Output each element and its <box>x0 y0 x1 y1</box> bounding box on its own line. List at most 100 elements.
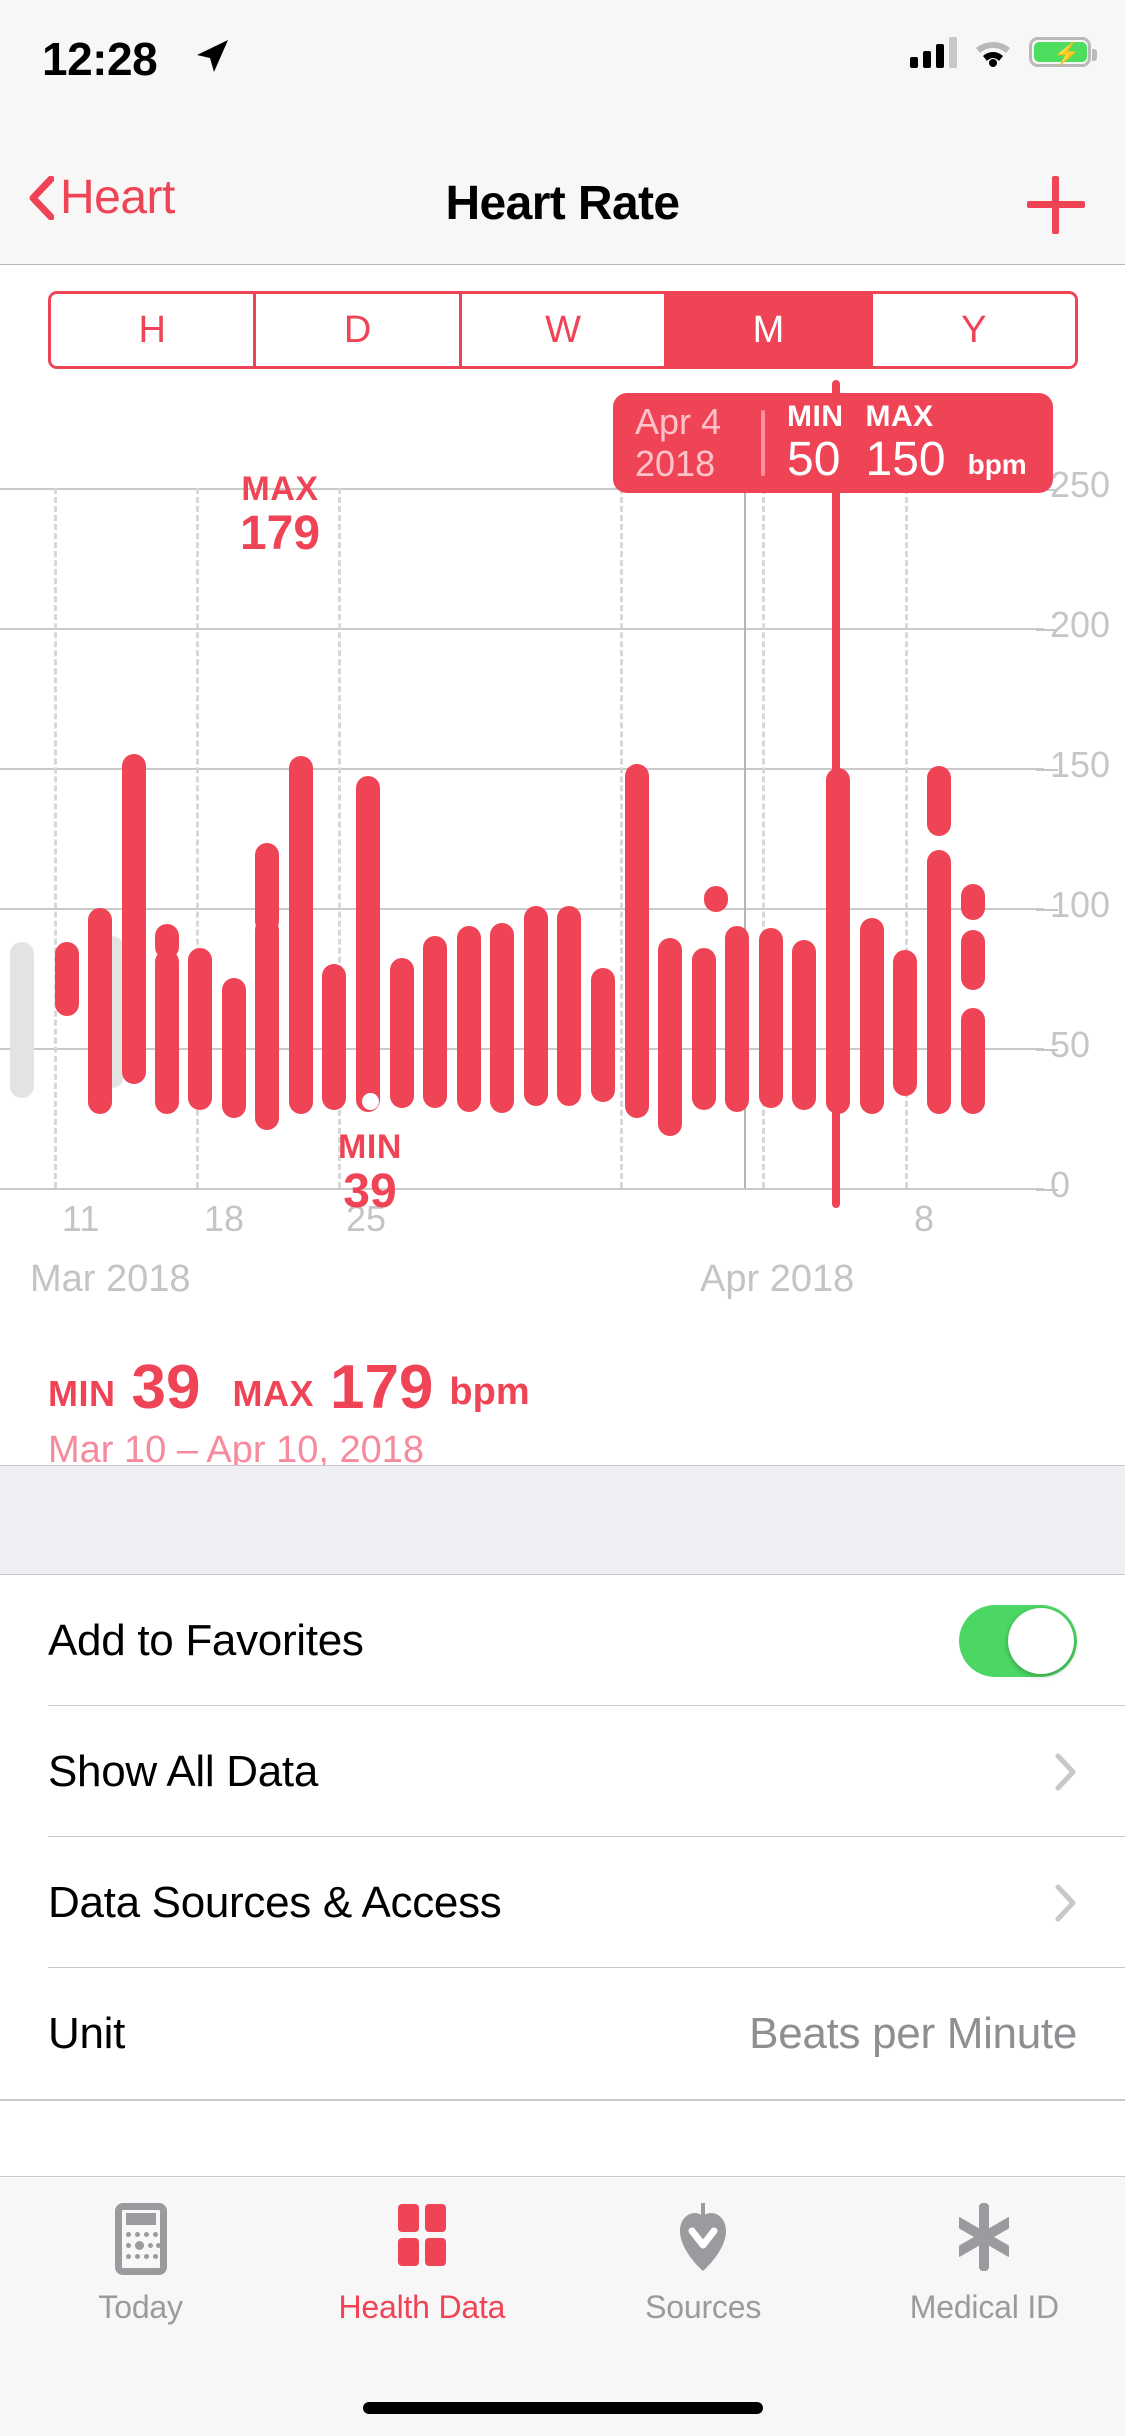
bar-mar-26 <box>524 906 548 1106</box>
tab-medical-id[interactable]: Medical ID <box>844 2177 1125 2347</box>
favorites-toggle[interactable] <box>959 1604 1077 1677</box>
location-arrow-icon <box>197 40 228 72</box>
gridline-mar-11 <box>54 488 57 1188</box>
summary-max-value: 179 <box>329 1353 434 1422</box>
x-tick-8: 8 <box>914 1198 935 1239</box>
tab-label-sources: Sources <box>645 2289 762 2325</box>
plus-icon[interactable] <box>1027 176 1085 234</box>
y-tick-200: 200 <box>1050 604 1111 645</box>
chart-x-axis: 11 18 25 8 <box>0 1198 1125 1258</box>
x-month-apr: Apr 2018 <box>700 1258 855 1300</box>
chart-plot-area[interactable]: MAX 179 MIN 39 <box>0 380 1125 1218</box>
tooltip-min-label: MIN <box>787 400 844 433</box>
gridline-mar-25 <box>338 488 341 1188</box>
x-tick-25: 25 <box>346 1198 387 1239</box>
max-annotation: MAX 179 <box>200 470 360 560</box>
segment-hour[interactable]: H <box>51 294 257 366</box>
x-tick-18: 18 <box>204 1198 245 1239</box>
summary-min-value: 39 <box>131 1353 201 1422</box>
bar-apr-8 <box>961 1008 985 1114</box>
status-bar: 12:28 ⚡ <box>0 0 1125 132</box>
segment-month[interactable]: M <box>667 294 873 366</box>
bar-mar-20 <box>322 964 346 1110</box>
chevron-right-icon <box>1055 1753 1076 1790</box>
calculator-icon <box>104 2199 178 2277</box>
chart-summary-values: MIN 39 MAX 179 bpm <box>48 1355 530 1421</box>
gridline-0 <box>0 1188 1044 1190</box>
bar-mar-30 <box>658 938 682 1136</box>
gridline-150 <box>0 768 1044 770</box>
month-divider-apr <box>744 488 746 1188</box>
bar-mar-12 <box>55 942 79 1016</box>
bar-apr-8-dot <box>961 884 985 920</box>
bar-apr-5 <box>860 918 884 1114</box>
bar-mar-19 <box>289 756 313 1114</box>
tab-label-today: Today <box>98 2289 183 2325</box>
chevron-left-icon <box>29 175 54 220</box>
chart-grid: MAX 179 MIN 39 <box>0 380 1044 1218</box>
selection-tooltip: Apr 4 2018 MIN 50 MAX 150 bpm <box>613 393 1053 493</box>
bar-apr-6 <box>893 950 917 1096</box>
time-range-segmented-control[interactable]: H D W M Y <box>48 291 1078 369</box>
summary-date-range: Mar 10 – Apr 10, 2018 <box>48 1429 425 1471</box>
list-bottom-separator <box>0 2099 1125 2101</box>
segment-year[interactable]: Y <box>872 294 1075 366</box>
bar-apr-7-upper <box>927 766 951 836</box>
tab-health-data[interactable]: Health Data <box>281 2177 562 2347</box>
section-gap <box>0 1465 1125 1575</box>
min-marker-dot <box>362 1093 379 1110</box>
bar-mar-14 <box>122 754 146 1084</box>
tab-label-health-data: Health Data <box>338 2289 506 2325</box>
bar-mar-27 <box>557 906 581 1106</box>
max-annotation-value: 179 <box>239 507 321 560</box>
row-show-all-data[interactable]: Show All Data <box>0 1706 1125 1837</box>
cellular-signal-icon <box>910 36 957 68</box>
gridline-200 <box>0 628 1044 630</box>
row-label-data-sources-access: Data Sources & Access <box>48 1877 502 1927</box>
chart-x-months: Mar 2018 Apr 2018 <box>0 1258 1125 1318</box>
bar-mar-18 <box>255 918 279 1130</box>
time-range-section: H D W M Y <box>0 265 1125 380</box>
back-button-label: Heart <box>60 171 175 224</box>
tooltip-max-label: MAX <box>865 400 934 433</box>
back-button[interactable]: Heart <box>28 170 175 225</box>
min-annotation-label: MIN <box>337 1128 403 1166</box>
gridline-mar-18 <box>196 488 199 1188</box>
navigation-bar: Heart Heart Rate <box>0 132 1125 265</box>
tooltip-max-value: 150 <box>865 433 946 486</box>
segment-day[interactable]: D <box>256 294 462 366</box>
tab-label-medical-id: Medical ID <box>909 2289 1059 2325</box>
x-tick-11: 11 <box>62 1198 100 1239</box>
home-indicator[interactable] <box>362 2402 763 2414</box>
bar-mar-13 <box>88 908 112 1114</box>
row-label-show-all-data: Show All Data <box>48 1746 319 1796</box>
summary-max-label: MAX <box>232 1373 314 1414</box>
status-bar-indicators: ⚡ <box>910 36 1097 68</box>
tab-today[interactable]: Today <box>0 2177 281 2347</box>
bar-mar-28 <box>591 968 615 1102</box>
y-tick-50: 50 <box>1050 1024 1091 1065</box>
min-annotation: MIN 39 <box>290 1128 450 1218</box>
segment-week[interactable]: W <box>461 294 668 366</box>
tooltip-min-value: 50 <box>787 433 841 486</box>
tab-sources[interactable]: Sources <box>563 2177 844 2347</box>
row-unit[interactable]: Unit Beats per Minute <box>0 1968 1125 2099</box>
tooltip-min: MIN 50 <box>787 400 844 486</box>
bar-apr-1 <box>725 926 749 1112</box>
chart-bars <box>0 488 1044 1188</box>
summary-min-label: MIN <box>48 1373 116 1414</box>
bar-apr-3 <box>792 940 816 1110</box>
row-label-unit: Unit <box>48 2008 126 2058</box>
gridline-apr-1 <box>620 488 623 1188</box>
row-data-sources-access[interactable]: Data Sources & Access <box>0 1837 1125 1968</box>
gridline-apr-8b <box>905 488 908 1188</box>
row-add-to-favorites[interactable]: Add to Favorites <box>0 1575 1125 1706</box>
bar-mar-25 <box>490 923 514 1113</box>
chart-summary: MIN 39 MAX 179 bpm Mar 10 – Apr 10, 2018 <box>48 1355 530 1472</box>
tooltip-date: Apr 4 2018 <box>613 401 761 485</box>
bar-apr-2-dot <box>704 886 728 912</box>
bar-mar-24 <box>457 926 481 1112</box>
gridline-250 <box>0 488 1044 490</box>
asterisk-icon <box>947 2199 1021 2277</box>
